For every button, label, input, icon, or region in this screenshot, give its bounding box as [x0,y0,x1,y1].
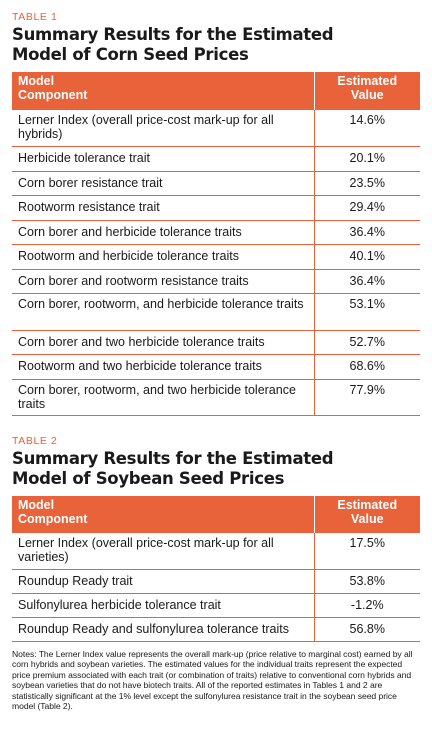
header-component-line1: Model [18,74,55,88]
row-component: Sulfonylurea herbicide tolerance trait [12,593,314,618]
row-component: Corn borer, rootworm, and herbicide tole… [12,293,314,331]
header-component-line2: Component [18,511,88,526]
row-value: 14.6% [313,110,420,147]
row-value: 77.9% [313,379,420,416]
row-component: Herbicide tolerance trait [12,146,314,172]
table-row: Corn borer resistance trait 23.5% [12,171,420,196]
table-row: Corn borer and two herbicide tolerance t… [12,330,420,355]
table2-label: TABLE 2 [12,435,58,447]
table-row: Rootworm and herbicide tolerance traits … [12,244,420,270]
header-component-line2: Component [18,87,88,102]
row-value: 23.5% [313,171,420,196]
row-value: 36.4% [313,269,420,294]
table1: Model Component Estimated Value Lerner I… [12,72,420,416]
table-row: Corn borer and rootworm resistance trait… [12,269,420,294]
row-component: Corn borer and rootworm resistance trait… [12,269,314,294]
row-value: 29.4% [313,195,420,221]
row-component: Roundup Ready trait [12,569,314,594]
row-value: 68.6% [313,354,420,380]
table2-section: TABLE 2 Summary Results for the Estimate… [12,434,420,642]
table2-header-row: Model Component Estimated Value [12,496,420,533]
row-value: 20.1% [313,146,420,172]
table-row: Lerner Index (overall price-cost mark-up… [12,533,420,570]
row-value: 36.4% [313,220,420,245]
row-value: 40.1% [313,244,420,270]
header-value-line1: Estimated [337,498,398,512]
table1-header-value: Estimated Value [313,72,420,110]
row-component: Rootworm resistance trait [12,195,314,221]
row-value: 53.8% [313,569,420,594]
row-value: 56.8% [313,617,420,642]
row-value: -1.2% [313,593,420,618]
table-row: Roundup Ready trait 53.8% [12,569,420,594]
header-value-line2: Value [350,511,384,526]
table2-title: Summary Results for the Estimated Model … [12,449,420,489]
table2-title-line2: Model of Soybean Seed Prices [12,469,285,488]
row-component: Rootworm and herbicide tolerance traits [12,244,314,270]
table1-section: TABLE 1 Summary Results for the Estimate… [12,10,420,416]
row-component: Corn borer and herbicide tolerance trait… [12,220,314,245]
table-row: Roundup Ready and sulfonylurea tolerance… [12,617,420,642]
table-row: Corn borer, rootworm, and herbicide tole… [12,293,420,331]
table2-header-value: Estimated Value [313,496,420,533]
table-row: Corn borer, rootworm, and two herbicide … [12,379,420,416]
table1-header-component: Model Component [12,72,314,110]
row-value: 52.7% [313,330,420,355]
table-row: Rootworm and two herbicide tolerance tra… [12,354,420,380]
table2: Model Component Estimated Value Lerner I… [12,496,420,642]
table1-label: TABLE 1 [12,11,58,23]
table-row: Corn borer and herbicide tolerance trait… [12,220,420,245]
row-component: Corn borer and two herbicide tolerance t… [12,330,314,355]
header-value-line1: Estimated [337,74,398,88]
table1-title: Summary Results for the Estimated Model … [12,25,420,65]
row-component: Roundup Ready and sulfonylurea tolerance… [12,617,314,642]
row-component: Corn borer resistance trait [12,171,314,196]
row-component: Corn borer, rootworm, and two herbicide … [12,379,314,416]
table1-title-line2: Model of Corn Seed Prices [12,45,249,64]
row-value: 17.5% [313,533,420,570]
table-notes: Notes: The Lerner Index value represents… [12,648,413,712]
table-row: Sulfonylurea herbicide tolerance trait -… [12,593,420,618]
row-value: 53.1% [313,293,420,331]
header-component-line1: Model [18,498,55,512]
table-row: Lerner Index (overall price-cost mark-up… [12,110,420,147]
table1-header-row: Model Component Estimated Value [12,72,420,110]
table2-header-component: Model Component [12,496,314,533]
row-component: Lerner Index (overall price-cost mark-up… [12,533,314,570]
header-value-line2: Value [350,87,384,102]
row-component: Lerner Index (overall price-cost mark-up… [12,110,314,147]
table-row: Herbicide tolerance trait 20.1% [12,146,420,172]
row-component: Rootworm and two herbicide tolerance tra… [12,354,314,380]
table1-title-line1: Summary Results for the Estimated [12,25,334,44]
table2-title-line1: Summary Results for the Estimated [12,449,334,468]
table-row: Rootworm resistance trait 29.4% [12,195,420,221]
